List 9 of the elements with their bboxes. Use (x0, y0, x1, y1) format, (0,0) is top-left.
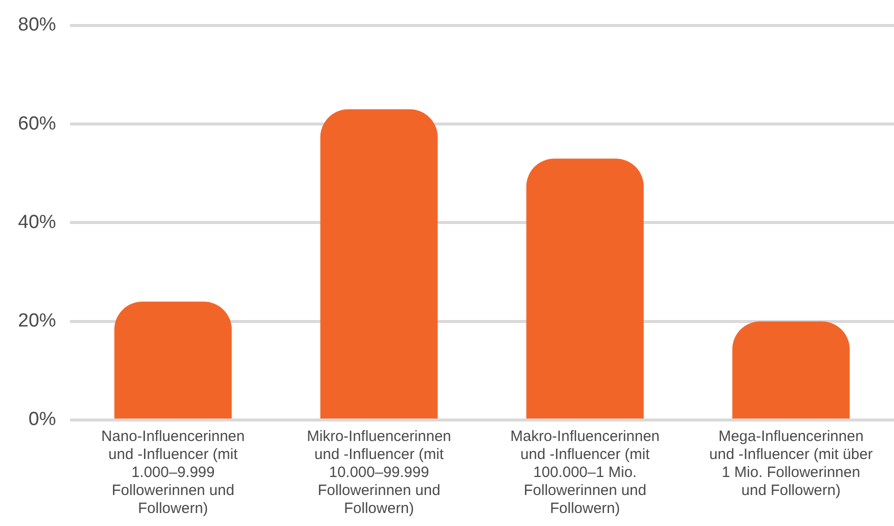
y-tick-label: 0% (28, 409, 56, 430)
x-tick-label: Mikro-Influencerinnen und -Influencer (mit 10.000–99.999 Followerinnen und Followern) (306, 428, 452, 518)
x-tick-label: Mega-Influencerinnen und -Influencer (mit über 1 Mio. Followerinnen und Followern) (709, 428, 873, 500)
y-tick-label: 60% (18, 113, 56, 134)
x-tick-label: Nano-Influencerinnen und -Influencer (mit 1.000–9.999 Followerinnen und Followern) (101, 428, 245, 518)
y-tick-label: 40% (18, 212, 56, 233)
y-tick-label: 80% (18, 14, 56, 36)
x-tick-label: Makro-Influencerinnen und -Influencer (mit 100.000–1 Mio. Followerinnen und Followern) (510, 428, 660, 518)
y-tick-label: 20% (18, 310, 56, 332)
